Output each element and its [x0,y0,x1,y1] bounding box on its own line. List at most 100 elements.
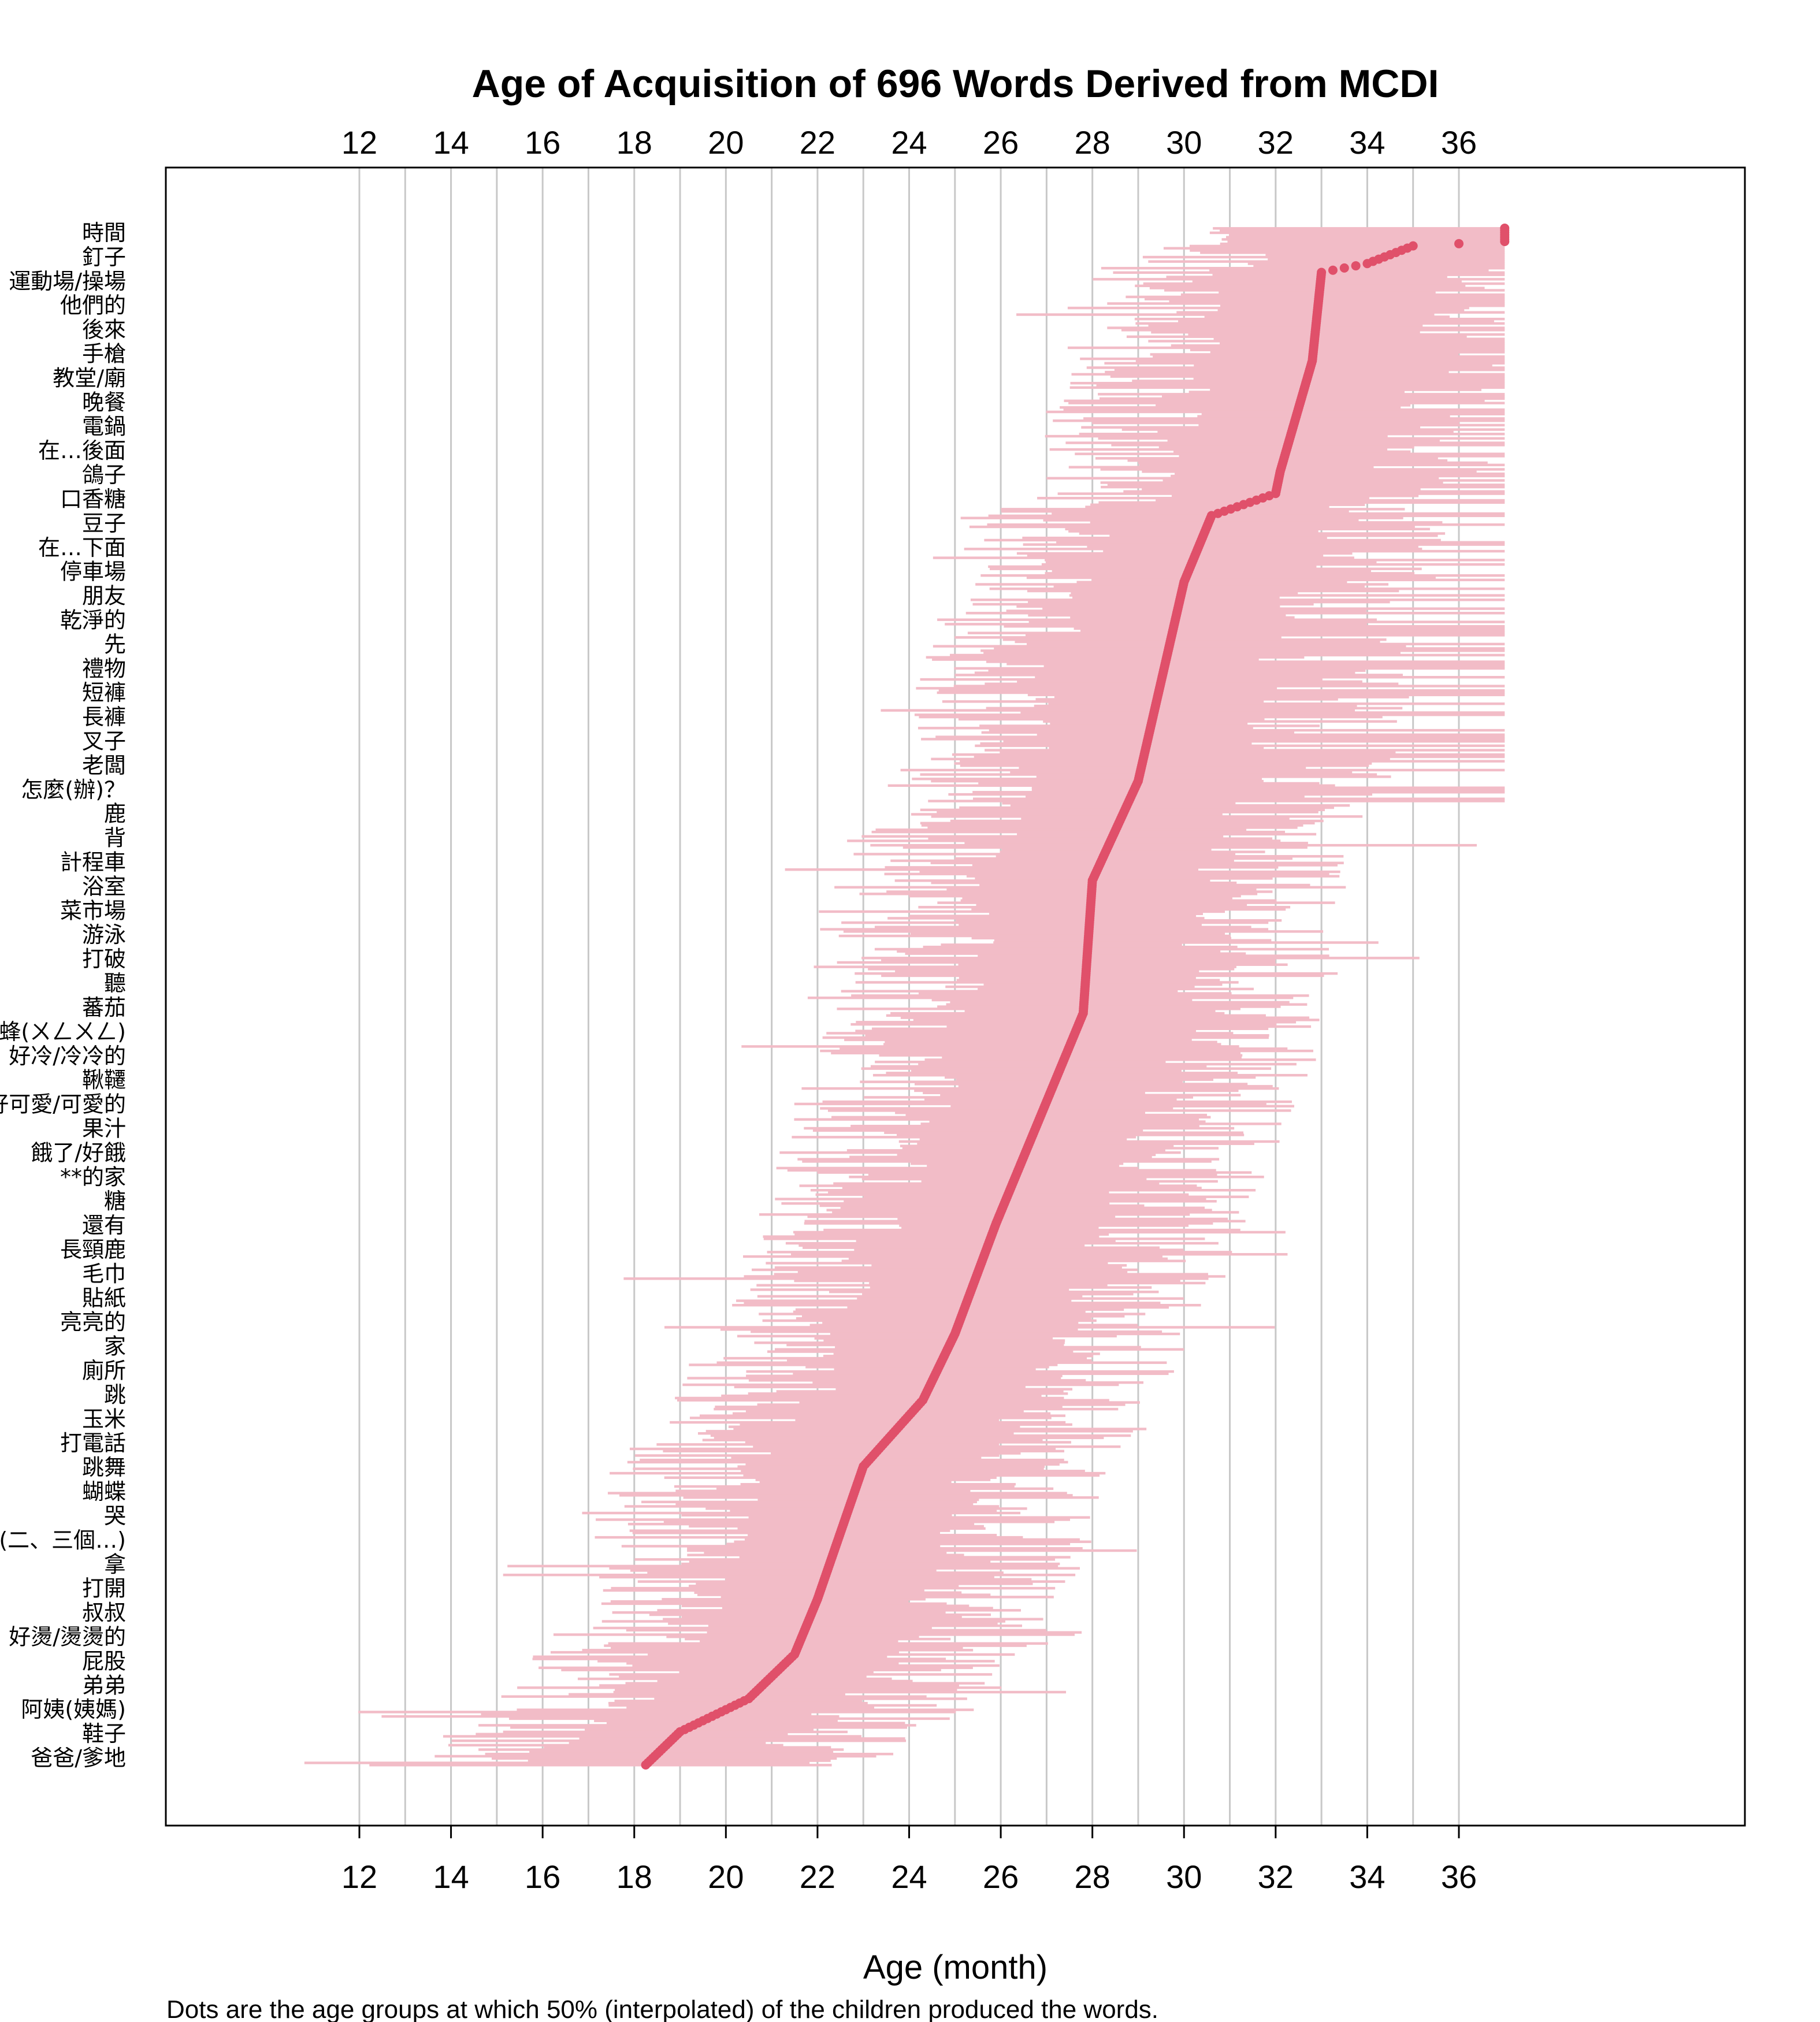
age-range-band [744,1538,1080,1541]
age-range-band [1085,506,1329,508]
age-range-band [704,1551,947,1555]
word-label: 還有 [82,1213,126,1238]
age-range-band [807,997,1294,999]
bottom-tick-label: 34 [1349,1859,1385,1895]
age-range-band [1150,353,1459,356]
age-range-band [822,1036,1269,1039]
age-range-band [897,1133,1245,1136]
age-range-band [960,899,1277,902]
age-range-band [837,961,1276,964]
age-range-band [885,866,1279,869]
age-range-band [722,1607,993,1610]
age-range-band [1213,227,1505,230]
age-range-band [507,1564,1058,1568]
age-range-band [759,1213,1190,1216]
age-range-band [1189,244,1505,248]
age-range-band [875,1060,1166,1064]
age-range-band [920,678,1323,681]
age-range-band [946,888,1257,891]
word-label: 朋友 [82,583,126,609]
age-range-band [1100,468,1505,471]
age-range-band [381,1715,840,1718]
word-label: 阿姨(姨媽) [21,1697,126,1722]
age-range-band [926,656,1305,659]
age-range-band [757,1498,979,1501]
age-range-band [820,1107,1173,1110]
age-range-band [959,923,1202,927]
age-range-band [883,1043,1221,1046]
age-range-band [831,1116,1211,1119]
age-range-band [918,992,1232,995]
age-range-band [1017,680,1362,683]
age-range-band [870,1065,1207,1068]
age-range-band [916,687,1277,690]
age-range-band [1090,503,1365,506]
aoa-dot [1454,239,1464,248]
age-range-band [741,1045,1239,1048]
age-range-band [443,1735,861,1738]
age-range-band [737,1465,1045,1468]
age-range-band [895,970,1199,973]
age-range-band [797,1158,1220,1161]
word-label: 跳 [104,1382,126,1407]
age-range-band [1103,549,1505,553]
aoa-dot [641,1760,651,1770]
age-range-band [1210,388,1481,391]
age-range-band [799,1184,1197,1187]
age-range-band [942,700,1264,703]
age-range-band [931,779,1264,783]
age-range-band [994,647,1505,650]
age-range-band [1091,578,1505,582]
age-range-band [1023,543,1505,546]
word-label: 拿 [104,1552,126,1577]
age-range-band [830,1332,1180,1336]
age-range-band [1041,563,1505,566]
age-range-band [696,1582,1033,1585]
age-range-band [606,1722,905,1724]
age-range-band [988,565,1317,568]
age-range-band [1107,302,1505,305]
word-label: 蜜蜂(ㄨㄥㄨㄥ) [0,1019,126,1045]
age-range-band [1045,572,1415,575]
age-range-band [1002,638,1387,641]
age-range-band [730,1509,997,1512]
age-range-band [799,1401,1140,1404]
word-label: 打破 [82,946,126,972]
age-range-band [1162,479,1505,482]
word-label: 叉子 [82,728,126,754]
age-range-band [930,861,1344,864]
age-range-band [1153,355,1505,358]
age-range-band [868,968,1235,971]
age-range-band [716,1487,1054,1491]
age-range-band [1190,249,1505,252]
age-range-band [697,1593,991,1596]
age-range-band [732,1412,1051,1415]
age-range-band [1209,231,1505,235]
word-label: 電鍋 [82,414,126,439]
word-label: 在…後面 [38,438,126,463]
age-range-band [874,947,1329,951]
age-range-band [1156,404,1411,407]
age-range-band [814,965,1236,968]
age-range-band [656,1443,1000,1446]
age-range-band [986,707,1403,710]
age-range-band [960,764,1369,767]
age-range-band [767,1251,1232,1254]
word-label: 毛巾 [82,1261,126,1287]
age-range-band [871,1264,1127,1267]
age-range-band [609,1567,1080,1570]
age-range-band [954,667,1505,670]
age-range-band [1020,711,1505,714]
age-range-band [1148,340,1505,343]
age-range-band [685,1637,951,1641]
age-range-band [736,1299,1072,1302]
age-range-band [776,1166,1139,1170]
word-label: 老闆 [82,753,126,778]
age-range-band [1171,495,1419,497]
age-range-band [1053,585,1365,588]
age-range-band [1219,291,1436,294]
age-range-band [720,1328,1078,1331]
age-range-band [582,1649,974,1652]
word-label: 弟弟 [82,1672,126,1698]
word-label: 先 [104,631,126,657]
